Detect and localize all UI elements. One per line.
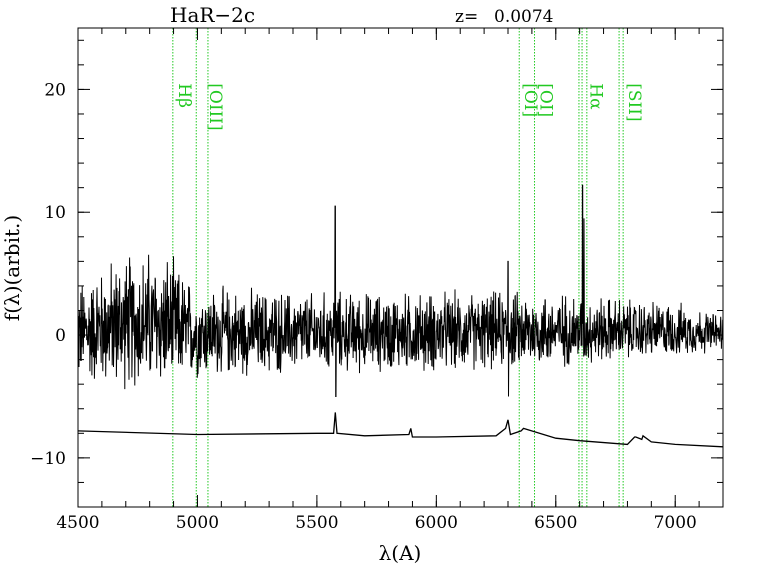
x-tick-label: 6500 (534, 513, 577, 533)
emission-line-markers (172, 28, 624, 507)
plot-title: HaR−2c (170, 3, 255, 27)
emission-line-label: [SII] (624, 83, 644, 121)
x-tick-label: 5000 (176, 513, 219, 533)
y-tick-label: 20 (44, 80, 66, 100)
x-tick-label: 5500 (295, 513, 338, 533)
redshift-label: z= (455, 7, 478, 27)
x-tick-label: 6000 (415, 513, 458, 533)
sky-spectrum-line (77, 412, 724, 448)
emission-line-label: [OIII] (205, 83, 225, 130)
y-axis-title: f(λ)(arbit.) (0, 215, 24, 321)
object-spectrum-line (77, 184, 724, 397)
emission-line-labels: Hβ [OIII] [OI][OI] Hα [SII] (174, 83, 644, 130)
plot-frame (77, 27, 724, 508)
x-tick-label: 4500 (56, 513, 99, 533)
y-tick-label: 0 (55, 326, 66, 346)
y-tick-label: −10 (30, 449, 66, 469)
x-axis-ticks: 4500 5000 5500 6000 6500 7000 (56, 28, 724, 533)
y-axis-ticks: −10 0 10 20 (30, 39, 723, 508)
object-spectrum-series (77, 184, 724, 397)
x-tick-label: 7000 (654, 513, 697, 533)
redshift-value: 0.0074 (494, 7, 553, 27)
emission-line-label: [OI] (536, 83, 556, 117)
x-axis-title: λ(A) (379, 541, 422, 565)
emission-line-label: Hα (586, 83, 606, 110)
sky-spectrum-series (77, 412, 724, 448)
y-tick-label: 10 (44, 203, 66, 223)
emission-line-label: Hβ (174, 83, 194, 108)
emission-line-label: [OI] (520, 83, 540, 117)
